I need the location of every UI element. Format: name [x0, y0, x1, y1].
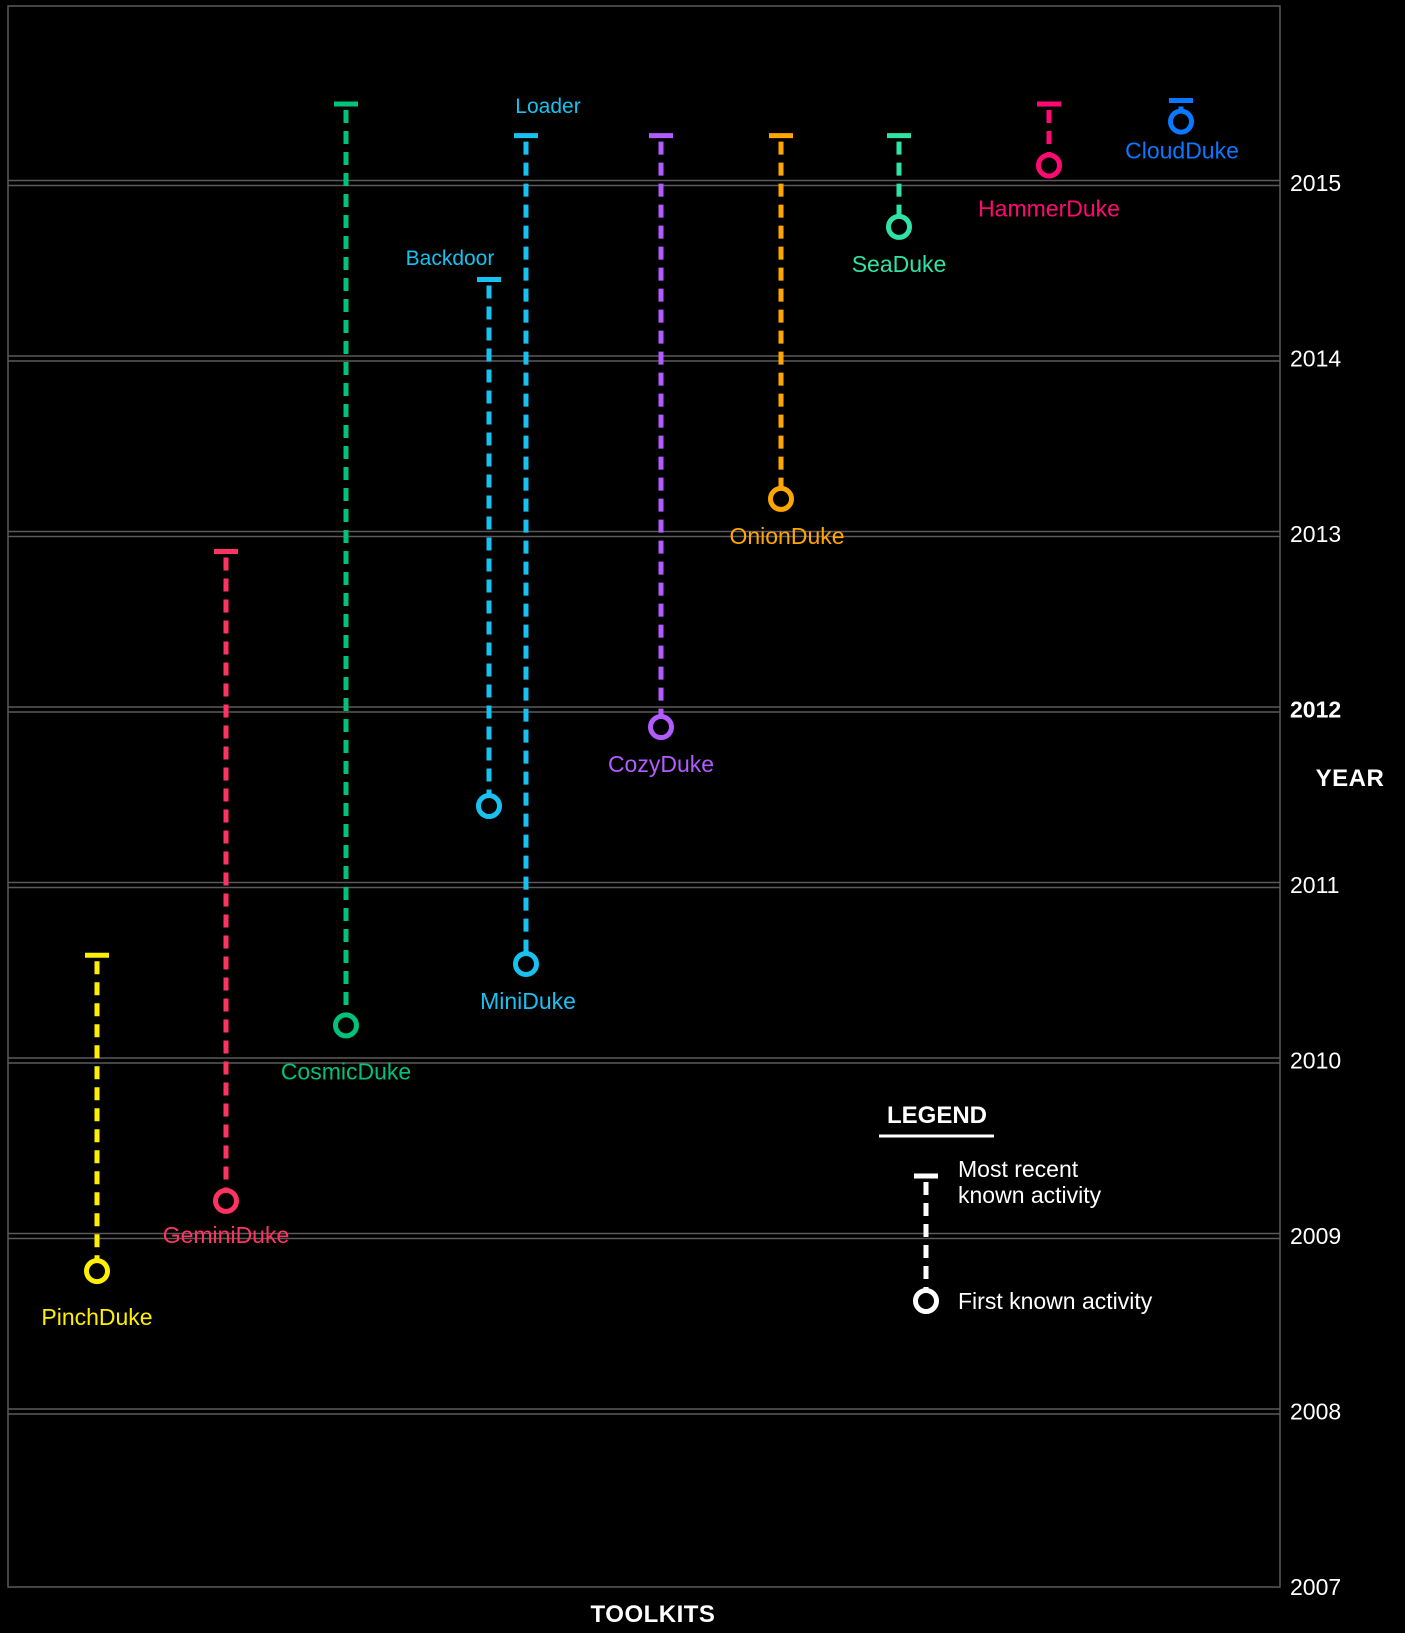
component-label-backdoor: Backdoor [406, 247, 495, 270]
toolkit-label-cosmicduke: CosmicDuke [281, 1058, 411, 1084]
series-cloudduke: CloudDuke [1125, 98, 1239, 164]
series-cosmicduke: CosmicDuke [281, 101, 411, 1084]
x-axis-title: TOOLKITS [591, 1601, 716, 1628]
legend-title: LEGEND [887, 1102, 987, 1129]
year-tick-label: 2012 [1290, 697, 1341, 723]
cosmicduke-first-marker [333, 1012, 359, 1039]
miniduke-loader-first-marker [513, 950, 539, 977]
year-tick-label: 2014 [1290, 346, 1341, 372]
cloudduke-first-marker [1168, 108, 1194, 135]
series-miniduke-backdoor: Backdoor [406, 247, 502, 820]
series-geminiduke: GeminiDuke [163, 549, 290, 1248]
year-tick-label: 2015 [1290, 170, 1341, 196]
miniduke-backdoor-first-marker [476, 793, 502, 820]
series-miniduke-loader: MiniDuke Loader [480, 95, 581, 1014]
geminiduke-first-marker [213, 1187, 239, 1214]
year-tick-labels: 2007 2008 2009 2010 2011 2012 2013 2014 2015 [1290, 170, 1341, 1600]
legend-most-recent-label: Most recent [958, 1156, 1079, 1182]
year-tick-label: 2008 [1290, 1399, 1341, 1425]
toolkit-series: PinchDukeGeminiDukeCosmicDukeBackdoorMin… [41, 95, 1239, 1330]
year-tick-label: 2009 [1290, 1223, 1341, 1249]
toolkit-label-onionduke: OnionDuke [729, 523, 844, 549]
toolkit-label-cozyduke: CozyDuke [608, 751, 714, 777]
legend-most-recent-label: known activity [958, 1182, 1102, 1208]
hammerduke-first-marker [1036, 152, 1062, 179]
series-seaduke: SeaDuke [852, 133, 947, 277]
legend-first-marker [913, 1288, 939, 1314]
component-label-loader: Loader [515, 95, 580, 118]
year-tick-label: 2011 [1290, 872, 1339, 898]
toolkit-label-miniduke: MiniDuke [480, 988, 576, 1014]
toolkit-label-geminiduke: GeminiDuke [163, 1222, 290, 1248]
series-onionduke: OnionDuke [729, 133, 845, 549]
pinchduke-first-marker [84, 1258, 110, 1285]
toolkit-label-hammerduke: HammerDuke [978, 195, 1120, 221]
plot-frame [7, 5, 1281, 1588]
legend-first-label: First known activity [958, 1288, 1153, 1314]
series-cozyduke: CozyDuke [608, 133, 714, 777]
series-pinchduke: PinchDuke [41, 952, 153, 1330]
year-tick-label: 2007 [1290, 1574, 1341, 1600]
toolkit-label-cloudduke: CloudDuke [1125, 138, 1239, 164]
y-axis-title: YEAR [1316, 765, 1385, 792]
cozyduke-first-marker [648, 714, 674, 741]
year-grid [7, 5, 1281, 1588]
toolkit-label-pinchduke: PinchDuke [41, 1304, 152, 1330]
series-hammerduke: HammerDuke [978, 101, 1120, 221]
onionduke-first-marker [768, 485, 794, 512]
toolkit-label-seaduke: SeaDuke [852, 251, 947, 277]
year-tick-label: 2010 [1290, 1048, 1341, 1074]
seaduke-first-marker [886, 213, 912, 240]
year-tick-label: 2013 [1290, 521, 1341, 547]
